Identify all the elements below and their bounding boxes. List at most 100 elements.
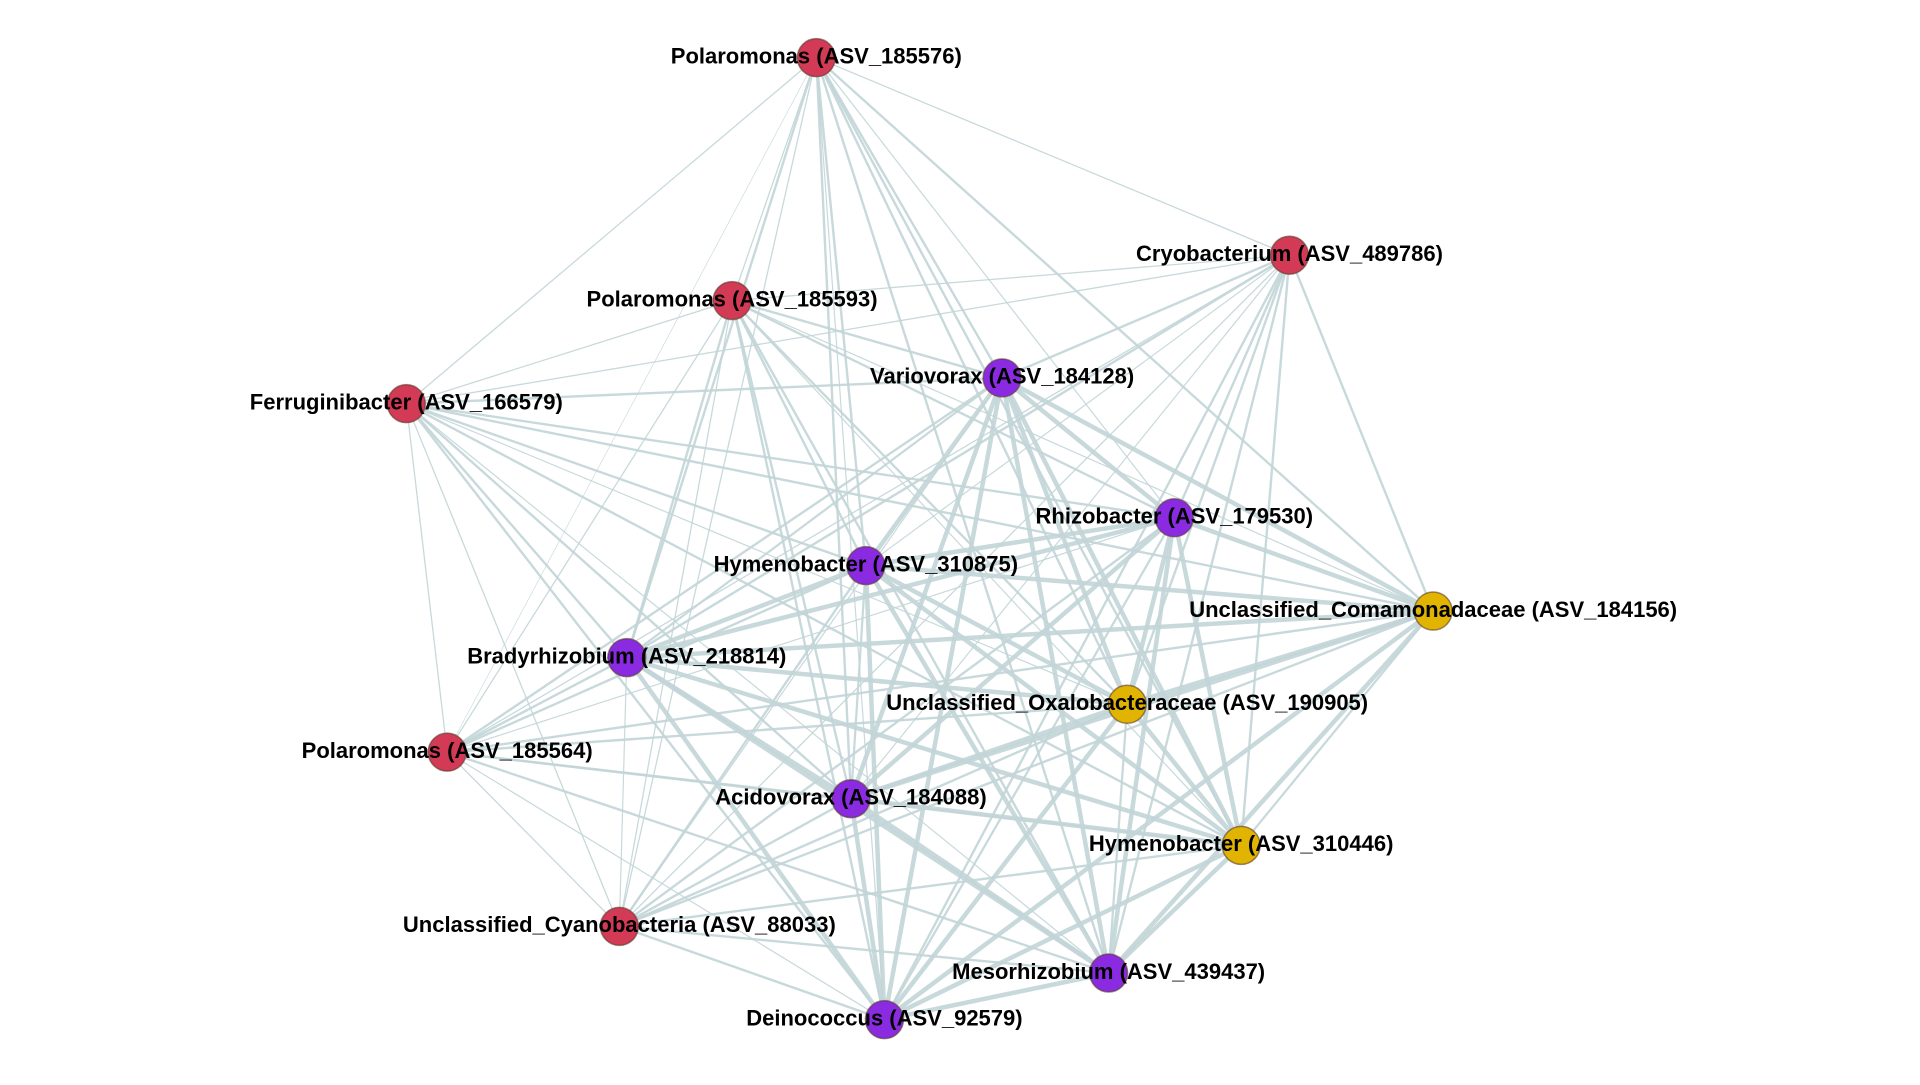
node — [796, 37, 837, 78]
edge — [1106, 608, 1436, 976]
node-label: Polaromonas (ASV_185564) — [302, 738, 593, 763]
edge — [405, 402, 868, 567]
edge — [999, 375, 1177, 521]
node — [1107, 684, 1147, 725]
edge — [815, 56, 1004, 380]
edge — [625, 299, 734, 659]
edge — [815, 57, 1291, 256]
edge — [405, 403, 1128, 705]
edge — [405, 403, 620, 928]
edge — [850, 254, 1291, 800]
edge — [618, 57, 817, 928]
edge — [848, 515, 1177, 802]
edge — [618, 925, 1110, 975]
edge — [618, 254, 1291, 928]
edge — [405, 299, 733, 405]
edge — [624, 515, 1177, 660]
edge — [730, 299, 1004, 380]
node-label: Mesorhizobium (ASV_439437) — [952, 959, 1265, 984]
edge — [1288, 254, 1435, 613]
edge — [405, 402, 886, 1021]
edge — [625, 376, 1004, 659]
edge — [731, 300, 1242, 847]
edge — [1124, 515, 1177, 707]
node-label: Rhizobacter (ASV_179530) — [1036, 504, 1314, 529]
edge — [618, 564, 868, 928]
edge — [446, 751, 886, 1021]
edge — [446, 299, 733, 753]
edge — [405, 57, 817, 405]
edge — [445, 656, 628, 754]
edge — [618, 299, 733, 928]
node — [427, 732, 467, 772]
node-label: Variovorax (ASV_184128) — [870, 364, 1134, 389]
edge — [405, 402, 1243, 847]
edge — [863, 563, 1436, 614]
edge — [624, 655, 887, 1022]
edge — [618, 657, 628, 927]
edge — [1124, 702, 1244, 848]
edge — [618, 609, 1435, 928]
node — [599, 906, 640, 947]
edge — [1126, 254, 1291, 706]
edge — [1000, 254, 1291, 380]
node — [607, 637, 647, 678]
edge — [445, 750, 1110, 975]
edge — [999, 375, 1436, 614]
edge — [999, 375, 1244, 848]
edge — [624, 655, 1130, 707]
edge — [848, 796, 887, 1022]
edge — [624, 655, 1244, 848]
edge — [731, 254, 1291, 302]
edge — [863, 515, 1177, 568]
edges — [405, 56, 1436, 1022]
edge — [405, 402, 1176, 519]
edge — [405, 402, 628, 659]
edge — [848, 375, 1005, 802]
edge — [1106, 515, 1177, 976]
edge — [815, 56, 1435, 613]
node-label: Unclassified_Oxalobacteraceae (ASV_19090… — [886, 690, 1368, 715]
edge — [445, 609, 1435, 754]
node — [1088, 953, 1129, 993]
edge — [731, 300, 1434, 612]
edge — [882, 970, 1111, 1022]
node-label: Polaromonas (ASV_185576) — [671, 43, 962, 68]
edge — [1107, 254, 1291, 975]
node-label: Bradyrhizobium (ASV_218814) — [467, 643, 786, 668]
nodes — [386, 37, 1453, 1040]
node — [386, 383, 427, 424]
edge — [730, 299, 868, 567]
node-label: Ferruginibacter (ASV_166579) — [250, 389, 563, 414]
edge — [882, 702, 1130, 1022]
edge — [865, 254, 1291, 567]
node — [982, 358, 1022, 398]
edge — [848, 796, 1244, 848]
edge — [446, 57, 817, 753]
node-label: Polaromonas (ASV_185593) — [587, 286, 878, 311]
node — [864, 999, 905, 1040]
edge — [883, 254, 1291, 1021]
edge — [882, 608, 1436, 1022]
edge — [815, 56, 868, 567]
edge — [446, 254, 1291, 753]
node — [1154, 498, 1195, 538]
edge — [1106, 843, 1244, 976]
edge — [445, 376, 1004, 754]
node — [712, 280, 752, 321]
edge — [624, 563, 869, 660]
node — [831, 779, 871, 819]
edge — [618, 925, 886, 1021]
node-label: Deinococcus (ASV_92579) — [746, 1005, 1022, 1030]
edge — [445, 703, 1129, 754]
edge — [848, 702, 1130, 802]
edge — [730, 299, 1129, 706]
edge — [405, 403, 1110, 974]
node — [846, 545, 886, 586]
node-label: Acidovorax (ASV_184088) — [715, 785, 986, 810]
edge — [405, 403, 448, 753]
labels: Polaromonas (ASV_185576) Cryobacterium (A… — [250, 43, 1677, 1030]
node-label: Unclassified_Comamonadaceae (ASV_184156) — [1189, 597, 1677, 622]
